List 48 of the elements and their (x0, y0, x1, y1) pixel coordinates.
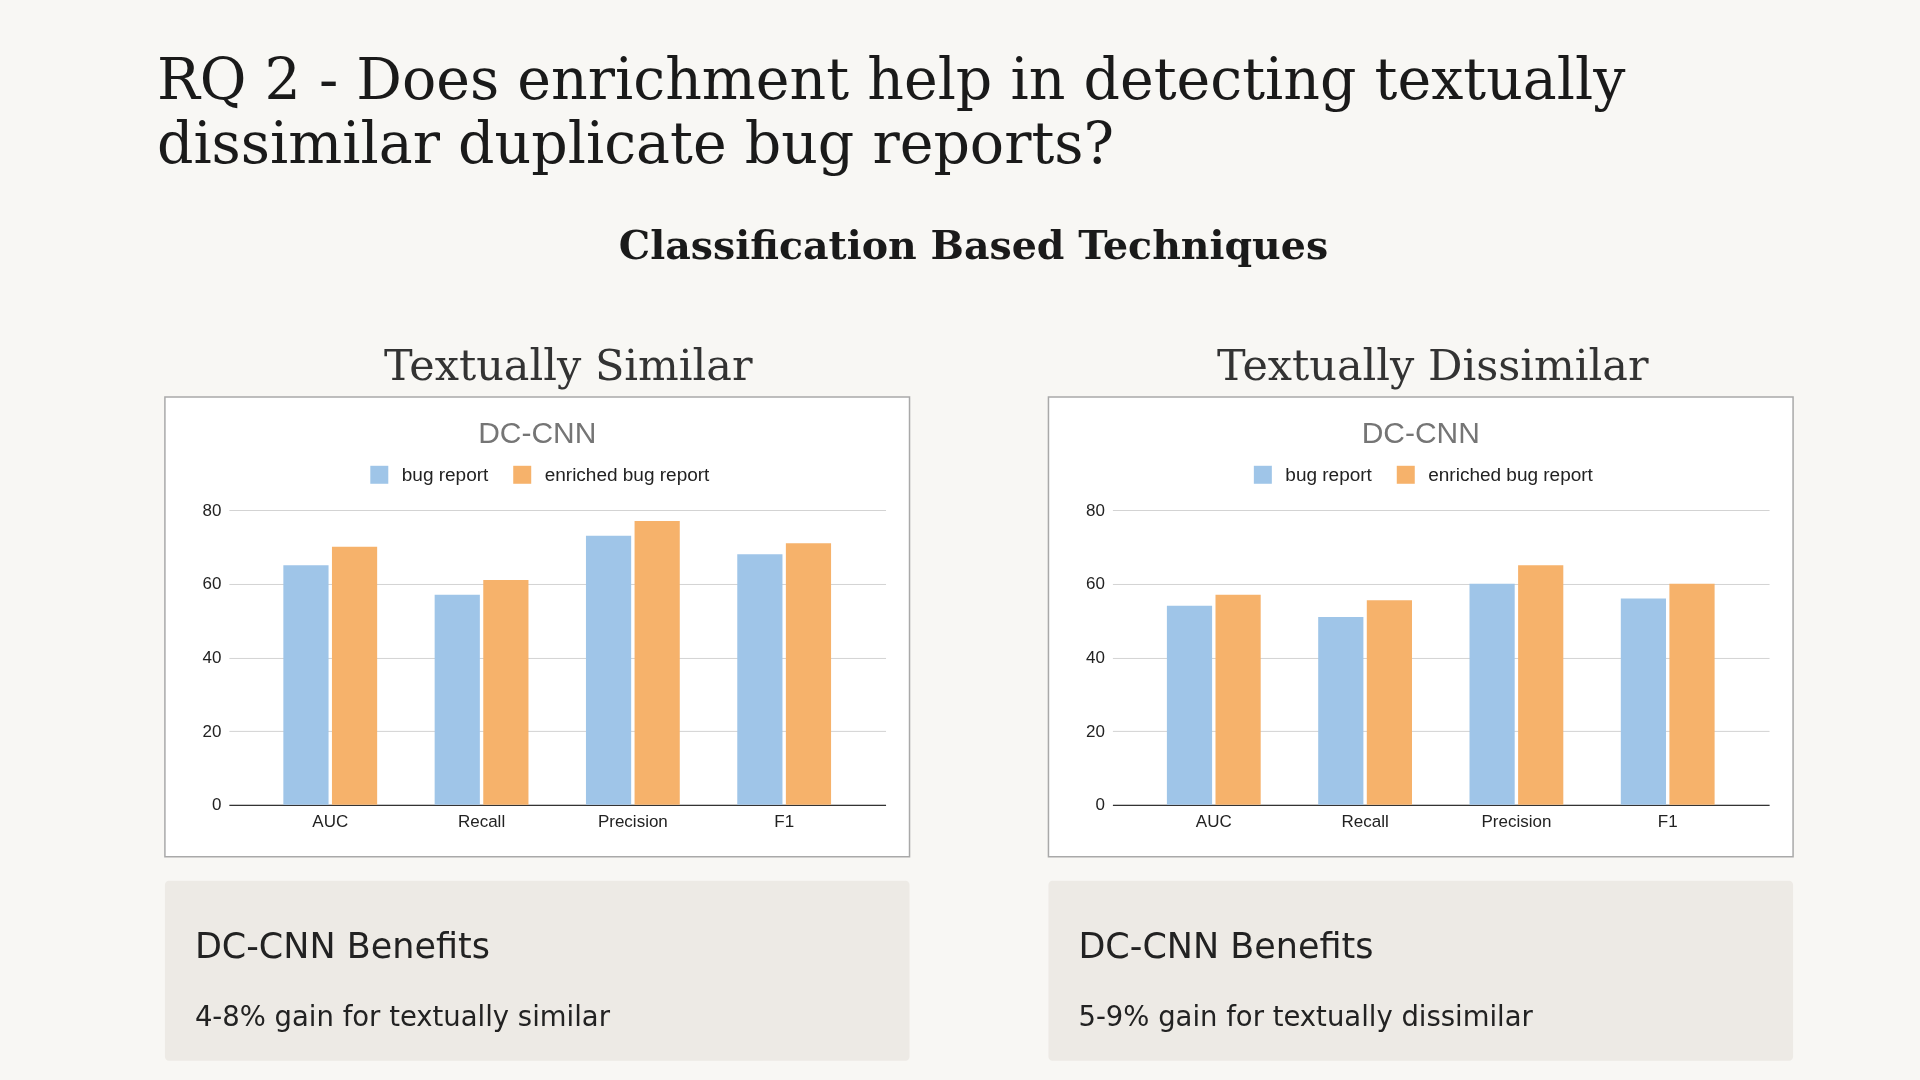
x-tick-label: Precision (1481, 812, 1552, 832)
y-tick-label: 60 (202, 574, 222, 594)
bar (1366, 600, 1412, 805)
x-tick-label: AUC (312, 812, 349, 832)
bar (331, 546, 378, 805)
y-tick-label: 80 (1086, 500, 1105, 520)
bar (283, 565, 329, 805)
bar (483, 580, 529, 805)
x-tick-label: Recall (457, 812, 506, 832)
chart-subtitle: DC-CNN (478, 416, 597, 450)
y-tick-label: 40 (1086, 647, 1105, 667)
legend-label: bug report (1285, 463, 1373, 485)
bar (1518, 565, 1564, 805)
legend-label: enriched bug report (1428, 463, 1594, 485)
bar (434, 594, 480, 805)
x-tick-label: AUC (1195, 812, 1232, 832)
bar (1669, 583, 1715, 805)
text: 4-8% gain for textually similar (194, 999, 611, 1032)
chart-title: Textually Similar (383, 340, 753, 391)
x-tick-label: F1 (1657, 812, 1678, 832)
chart-title: Textually Dissimilar (1217, 340, 1649, 391)
legend-label: enriched bug report (544, 463, 711, 485)
bar (1318, 616, 1364, 805)
y-tick-label: 0 (1095, 795, 1105, 815)
bar (1620, 598, 1666, 805)
x-tick-label: F1 (774, 812, 795, 832)
bar (634, 521, 680, 805)
bar (1166, 605, 1213, 805)
bar (585, 535, 632, 805)
y-tick-label: 0 (211, 795, 222, 815)
bar (1469, 583, 1515, 805)
bar (785, 543, 832, 805)
bar (737, 554, 783, 805)
x-tick-label: Precision (597, 812, 668, 832)
bar (1215, 594, 1261, 805)
text: Classification Based Techniques (618, 222, 1329, 269)
text: RQ 2 - Does enrichment help in detecting textually dissimilar duplicate bug reports? (156, 46, 1627, 177)
y-tick-label: 20 (202, 721, 222, 741)
x-tick-label: Recall (1341, 812, 1389, 832)
legend-label: bug report (401, 463, 490, 485)
y-tick-label: 40 (202, 647, 222, 667)
text: DC-CNN Benefits (194, 925, 490, 966)
chart-subtitle: DC-CNN (1361, 416, 1480, 450)
y-tick-label: 20 (1086, 721, 1105, 741)
y-tick-label: 80 (202, 500, 222, 520)
text: 5-9% gain for textually dissimilar (1078, 999, 1534, 1032)
text: DC-CNN Benefits (1078, 925, 1374, 966)
y-tick-label: 60 (1086, 574, 1105, 594)
